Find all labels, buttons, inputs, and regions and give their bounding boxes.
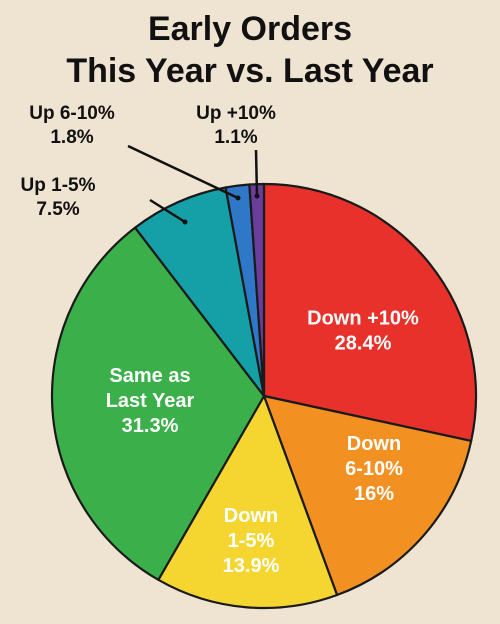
slice-name-line-5-0: Up 6-10% bbox=[29, 103, 115, 124]
slice-value-label-6: 1.1% bbox=[214, 127, 257, 148]
slice-name-line-1-0: Down bbox=[347, 433, 401, 455]
slice-value-label-4: 7.5% bbox=[36, 199, 79, 220]
slice-value-label-1: 16% bbox=[354, 483, 394, 505]
slice-value-label-3: 31.3% bbox=[122, 415, 179, 437]
slice-label-1: Down 6-10% 16% bbox=[345, 433, 403, 505]
slice-name-line-2-0: Down bbox=[224, 505, 278, 527]
slice-name-line-4-0: Up 1-5% bbox=[21, 175, 96, 196]
pie-slice-2 bbox=[157, 394, 339, 610]
chart-title: Early Orders This Year vs. Last Year bbox=[0, 8, 500, 92]
pie-slice-3 bbox=[50, 226, 266, 581]
leader-dot-5 bbox=[235, 195, 241, 201]
chart-title-line-1: Early Orders bbox=[147, 10, 353, 48]
slice-name-line-1-1: 6-10% bbox=[345, 458, 403, 480]
pie-slice-4 bbox=[134, 186, 266, 398]
slice-label-4: Up 1-5% 7.5% bbox=[21, 175, 96, 220]
leader-line-6 bbox=[254, 149, 259, 197]
slice-label-5: Up 6-10% 1.8% bbox=[29, 103, 115, 148]
slice-name-line-3-1: Last Year bbox=[106, 390, 195, 412]
pie-slices bbox=[50, 182, 478, 610]
slice-label-6: Up +10% 1.1% bbox=[196, 103, 276, 148]
pie-slice-0 bbox=[262, 182, 478, 443]
pie-slice-1 bbox=[262, 394, 473, 597]
leader-line-5 bbox=[127, 144, 239, 200]
slice-value-label-0: 28.4% bbox=[335, 333, 392, 355]
slice-label-0: Down +10% 28.4% bbox=[307, 308, 419, 355]
slice-value-label-2: 13.9% bbox=[223, 555, 280, 577]
leader-line-4 bbox=[149, 198, 186, 224]
slice-name-line-0-0: Down +10% bbox=[307, 308, 419, 330]
chart-title-line-2: This Year vs. Last Year bbox=[66, 52, 434, 90]
slice-value-label-5: 1.8% bbox=[50, 127, 93, 148]
slice-label-2: Down 1-5% 13.9% bbox=[223, 505, 280, 577]
leader-dot-6 bbox=[254, 193, 260, 199]
leader-dot-4 bbox=[182, 219, 188, 225]
slice-name-line-3-0: Same as bbox=[109, 365, 190, 387]
slice-name-line-6-0: Up +10% bbox=[196, 103, 276, 124]
slice-label-3: Same as Last Year 31.3% bbox=[106, 365, 195, 437]
slice-name-line-2-1: 1-5% bbox=[228, 530, 275, 552]
